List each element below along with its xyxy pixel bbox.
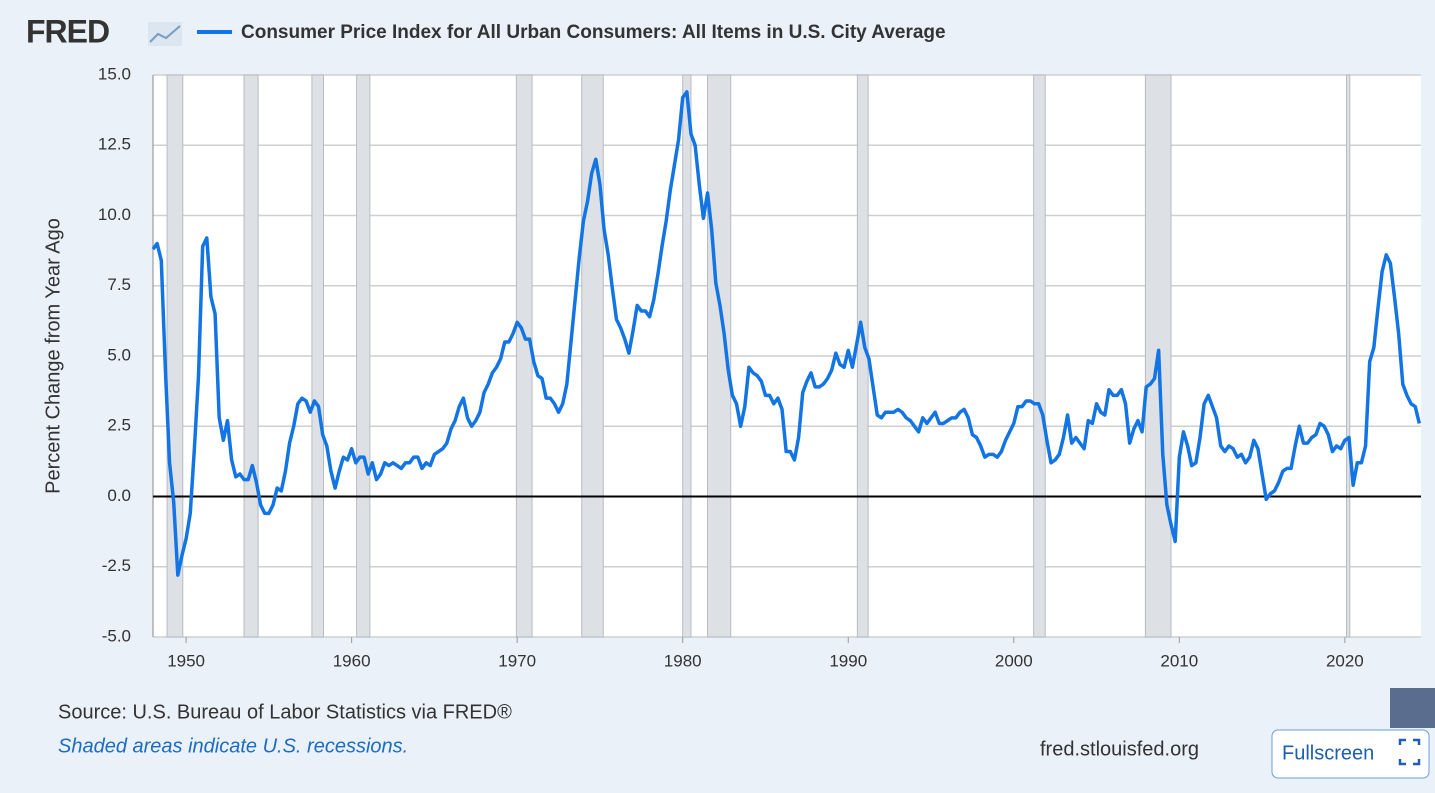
x-tick-label: 1970 [498, 651, 536, 670]
corner-widget [1390, 688, 1435, 728]
y-tick-label: 2.5 [107, 416, 131, 435]
x-tick-label: 1980 [664, 651, 702, 670]
recession-shade [311, 74, 325, 638]
y-axis-title: Percent Change from Year Ago [42, 218, 64, 494]
y-tick-label: 0.0 [107, 486, 131, 505]
x-tick-label: 1990 [829, 651, 867, 670]
source: Source: U.S. Bureau of Labor Statistics … [58, 701, 512, 723]
note: Shaded areas indicate U.S. recessions. [58, 735, 408, 757]
legend-label: Consumer Price Index for All Urban Consu… [241, 22, 946, 43]
y-tick-label: 15.0 [98, 64, 131, 83]
y-tick-label: -5.0 [102, 626, 131, 645]
x-tick-label: 2010 [1160, 651, 1198, 670]
x-tick-label: 2000 [995, 651, 1033, 670]
recession-shade [356, 74, 371, 638]
plot-layer [151, 74, 1422, 643]
recession-shade [243, 74, 259, 638]
y-tick-label: 10.0 [98, 205, 131, 224]
y-tick-label: 5.0 [107, 345, 131, 364]
logo-icon [148, 22, 182, 46]
series-line [151, 90, 1422, 577]
button-label[interactable]: Fullscreen [1282, 742, 1374, 764]
recession-shade [515, 74, 533, 638]
recession-shade [682, 74, 692, 638]
recession-shade [1033, 74, 1046, 638]
y-tick-label: 12.5 [98, 135, 131, 154]
x-tick-label: 1950 [167, 651, 205, 670]
y-tick-label: -2.5 [102, 556, 131, 575]
recession-shade [581, 74, 604, 638]
x-tick-label: 2020 [1326, 651, 1364, 670]
recession-shade [1346, 74, 1351, 638]
site-link[interactable]: fred.stlouisfed.org [1040, 738, 1199, 760]
fullscreen-button[interactable]: Fullscreen [1271, 729, 1430, 779]
y-tick-label: 7.5 [107, 275, 131, 294]
x-tick-label: 1960 [333, 651, 371, 670]
logo: FRED [26, 13, 109, 49]
